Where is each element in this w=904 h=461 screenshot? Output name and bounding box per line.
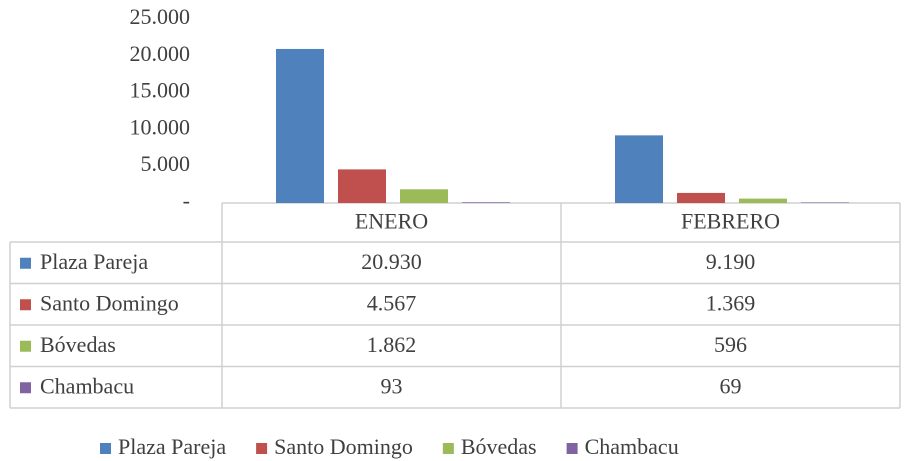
bar bbox=[739, 198, 787, 203]
table-value: 1.369 bbox=[706, 290, 756, 315]
bar bbox=[677, 192, 725, 203]
legend-label: Plaza Pareja bbox=[118, 434, 226, 459]
legend-key bbox=[20, 340, 31, 352]
legend-key bbox=[20, 257, 31, 269]
y-tick-label: 20.000 bbox=[130, 41, 191, 66]
bar bbox=[400, 189, 448, 203]
series-label: Santo Domingo bbox=[40, 290, 179, 315]
series-label: Plaza Pareja bbox=[40, 249, 148, 274]
y-tick-label: 25.000 bbox=[130, 4, 191, 29]
bar bbox=[276, 48, 324, 203]
table-value: 20.930 bbox=[361, 249, 422, 274]
legend-key bbox=[20, 299, 31, 311]
legend-label: Bóvedas bbox=[461, 434, 537, 459]
legend-label: Chambacu bbox=[585, 434, 679, 459]
y-tick-label: - bbox=[183, 188, 190, 213]
y-tick-label: 10.000 bbox=[130, 114, 191, 139]
table-value: 9.190 bbox=[706, 249, 756, 274]
table-value: 93 bbox=[381, 373, 403, 398]
bar bbox=[338, 169, 386, 203]
legend-key bbox=[256, 443, 268, 454]
legend-label: Santo Domingo bbox=[274, 434, 413, 459]
bar bbox=[615, 135, 663, 203]
series-label: Chambacu bbox=[40, 373, 134, 398]
legend-key bbox=[566, 443, 578, 454]
legend-key bbox=[442, 443, 454, 454]
category-label: FEBRERO bbox=[681, 209, 780, 234]
category-label: ENERO bbox=[355, 209, 428, 234]
series-label: Bóvedas bbox=[40, 332, 116, 357]
legend-key bbox=[20, 382, 31, 394]
table-value: 4.567 bbox=[367, 290, 417, 315]
bar bbox=[801, 202, 849, 203]
bar bbox=[462, 202, 510, 203]
table-value: 596 bbox=[714, 332, 747, 357]
table-value: 1.862 bbox=[367, 332, 417, 357]
table-value: 69 bbox=[720, 373, 742, 398]
y-tick-label: 5.000 bbox=[141, 151, 191, 176]
legend-key bbox=[100, 443, 111, 454]
y-tick-label: 15.000 bbox=[130, 78, 191, 103]
